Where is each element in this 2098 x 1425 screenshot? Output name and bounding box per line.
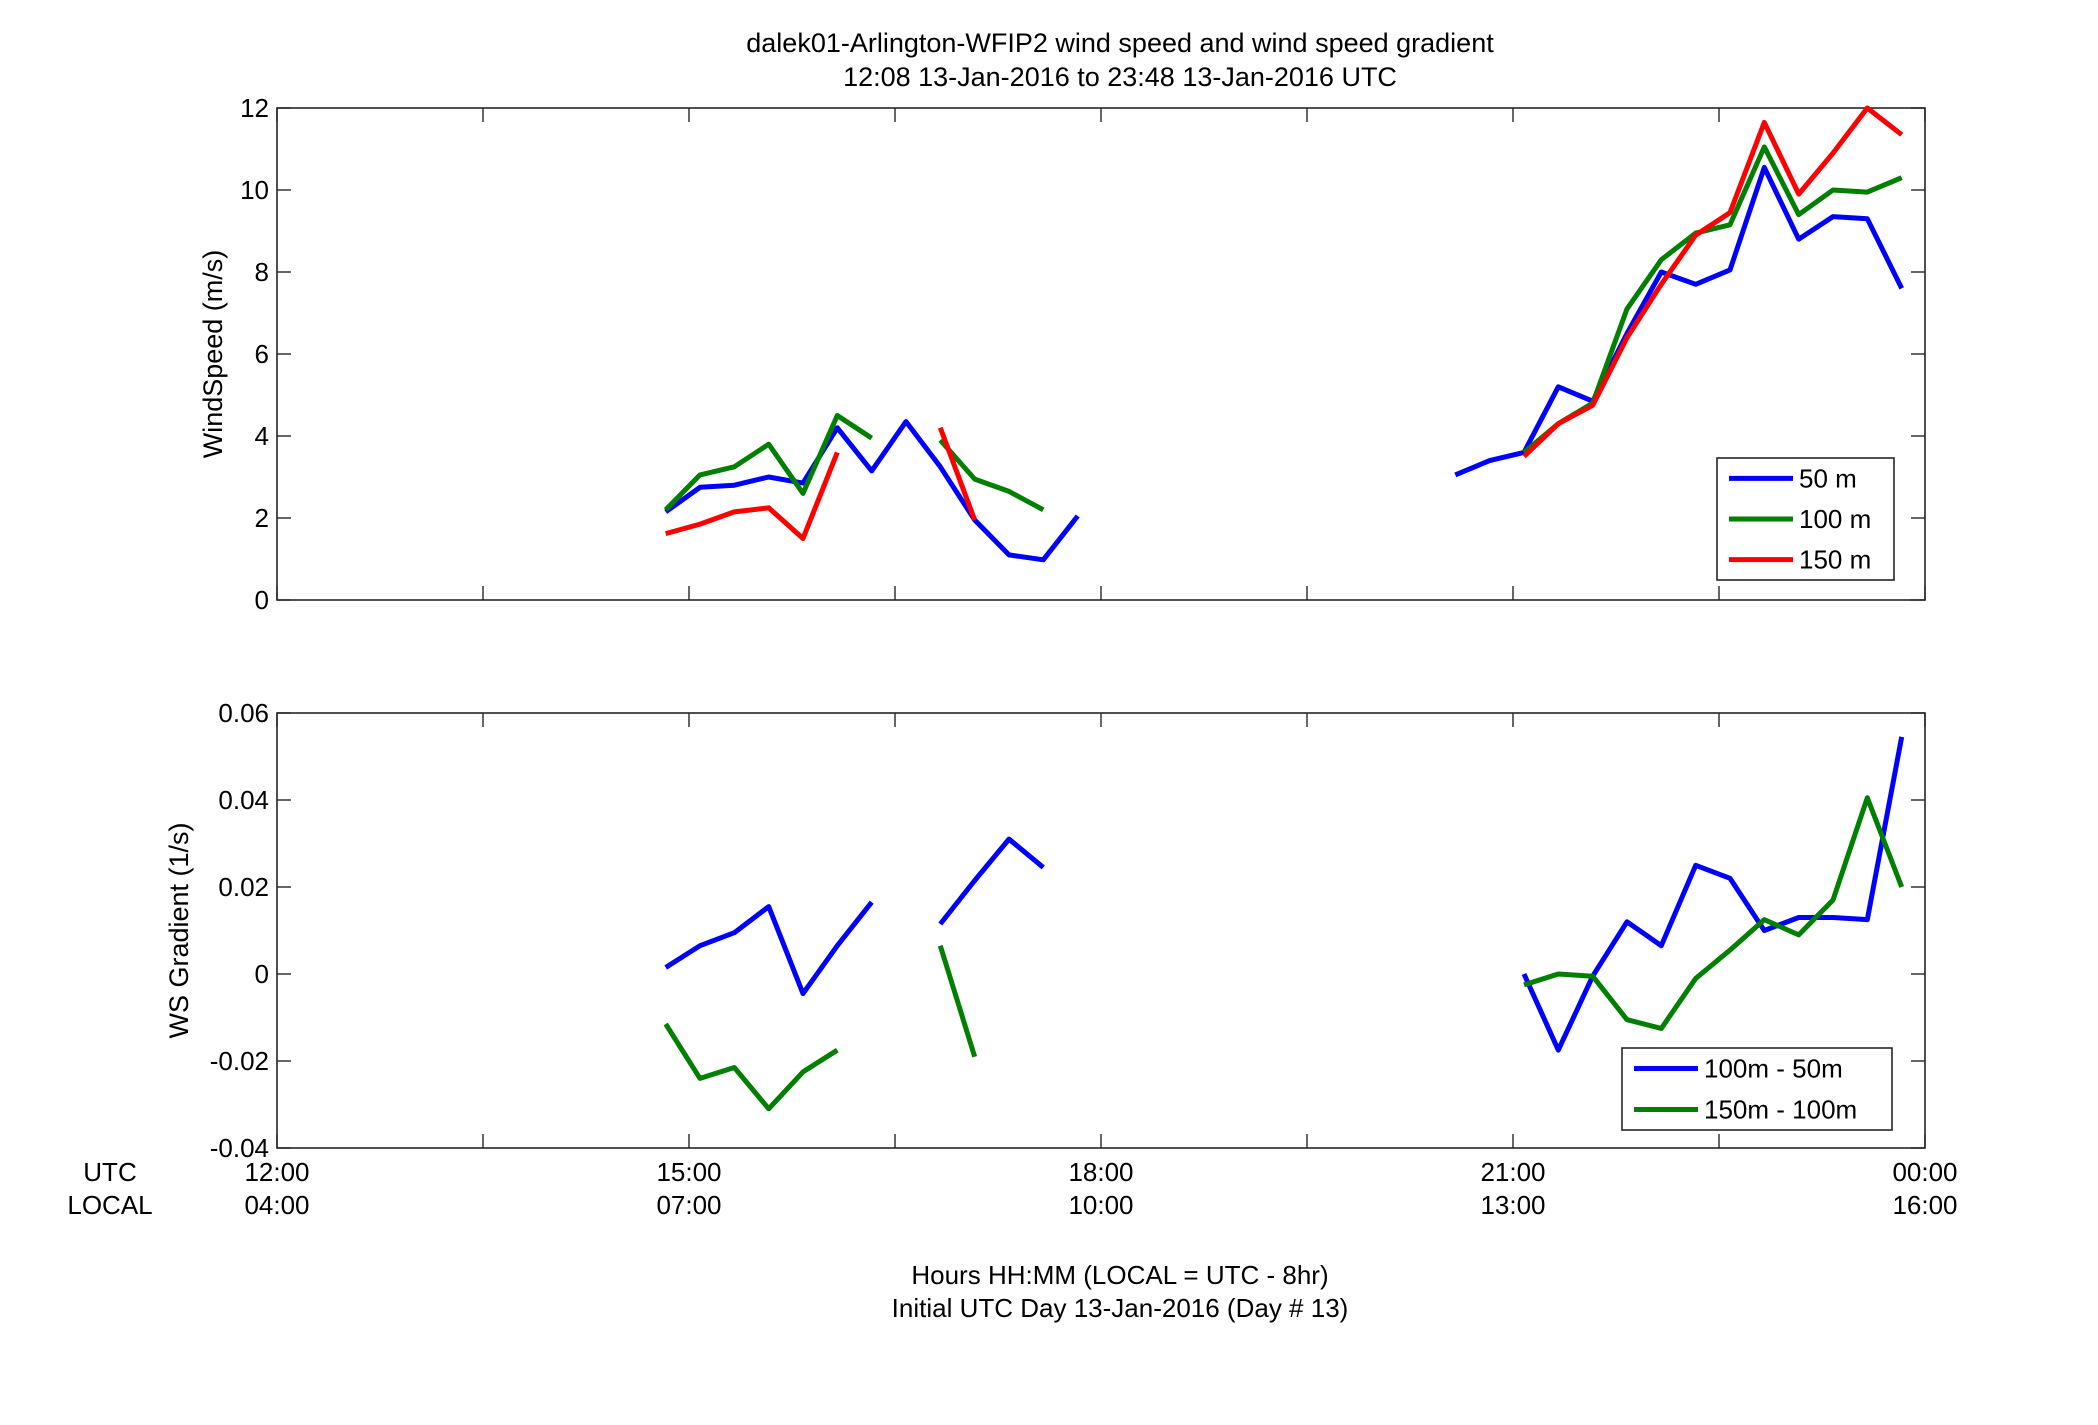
x-tick-label-utc: 00:00	[1892, 1157, 1957, 1187]
series-line-50m-segment-2	[1454, 164, 1904, 478]
x-row-label-local: LOCAL	[67, 1190, 152, 1220]
y-tick-label: 0	[255, 959, 269, 989]
series-line-150m-segment-2	[937, 426, 978, 521]
y-tick-label: 0.06	[218, 698, 269, 728]
x-tick-label-local: 10:00	[1068, 1190, 1133, 1220]
y-axis-label: WS Gradient (1/s)	[164, 822, 194, 1038]
x-tick-label-utc: 21:00	[1480, 1157, 1545, 1187]
y-tick-label: 6	[255, 339, 269, 369]
series-line-100m-50m-segment-1	[664, 900, 874, 997]
x-tick-label-utc: 12:00	[244, 1157, 309, 1187]
series-line-100m-50m-segment-3	[1521, 736, 1905, 1053]
series-line-100m-50m-segment-2	[938, 836, 1045, 926]
y-tick-label: 2	[255, 503, 269, 533]
x-tick-label-local: 07:00	[656, 1190, 721, 1220]
series-line-150m-segment-1	[665, 451, 840, 541]
wind-speed-panel: 0 2 4 6 8 10 12 WindSpeed (m/s) 50 m 100 m 150 m	[198, 93, 1926, 615]
y-tick-label: 0.02	[218, 872, 269, 902]
series-line-100m-segment-3	[1522, 144, 1903, 455]
y-axis-label: WindSpeed (m/s)	[198, 250, 228, 459]
series-line-100m-segment-2	[938, 438, 1045, 513]
legend-label: 150m - 100m	[1704, 1095, 1857, 1125]
legend: 50 m 100 m 150 m	[1716, 457, 1895, 581]
legend-label: 100m - 50m	[1704, 1054, 1843, 1084]
x-tick-label-utc: 15:00	[656, 1157, 721, 1187]
wind-gradient-panel: -0.04 -0.02 0 0.02 0.04 0.06 WS Gradient (1/s)…	[164, 698, 1926, 1163]
x-axis-label-line1: Hours HH:MM (LOCAL = UTC - 8hr)	[911, 1260, 1328, 1290]
series-line-100m-segment-1	[663, 413, 874, 512]
y-tick-label: 0	[255, 585, 269, 615]
series-line-150m-100m-segment-3	[1523, 795, 1905, 1031]
y-tick-label: 0.04	[218, 785, 269, 815]
series-line-150m-100m-segment-1	[663, 1022, 839, 1112]
x-tick-label-local: 04:00	[244, 1190, 309, 1220]
y-tick-label: 12	[240, 93, 269, 123]
y-tick-label: 10	[240, 175, 269, 205]
y-tick-label: 4	[255, 421, 269, 451]
legend-label: 100 m	[1799, 504, 1871, 534]
x-axis-label-line2: Initial UTC Day 13-Jan-2016 (Day # 13)	[892, 1293, 1349, 1323]
x-tick-label-utc: 18:00	[1068, 1157, 1133, 1187]
series-line-150m-100m-segment-2	[937, 944, 978, 1058]
series-line-50m-segment-1	[664, 419, 1080, 563]
y-tick-label: -0.02	[210, 1046, 269, 1076]
chart-title-line2: 12:08 13-Jan-2016 to 23:48 13-Jan-2016 U…	[843, 62, 1397, 92]
x-row-label-utc: UTC	[83, 1157, 136, 1187]
legend-label: 50 m	[1799, 463, 1857, 493]
legend: 100m - 50m 150m - 100m	[1621, 1047, 1893, 1131]
plot-area-frame	[276, 107, 1926, 601]
y-tick-label: 8	[255, 257, 269, 287]
legend-box	[1621, 1047, 1893, 1131]
y-tick-label: -0.04	[210, 1133, 269, 1163]
legend-label: 150 m	[1799, 545, 1871, 575]
series-line-150m-segment-3	[1522, 105, 1904, 459]
chart-title-line1: dalek01-Arlington-WFIP2 wind speed and w…	[746, 28, 1494, 58]
x-tick-label-local: 13:00	[1480, 1190, 1545, 1220]
x-tick-label-local: 16:00	[1892, 1190, 1957, 1220]
